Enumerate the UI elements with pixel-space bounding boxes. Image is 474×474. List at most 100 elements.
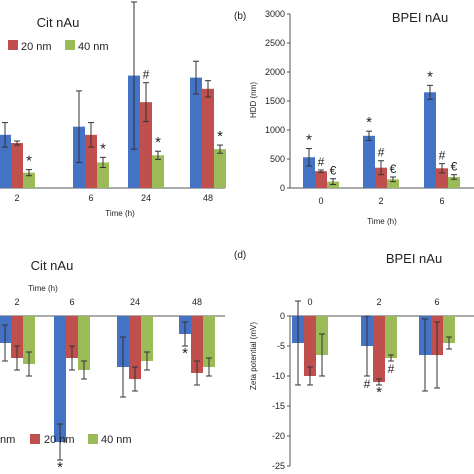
bar xyxy=(203,316,215,367)
legend-label: 40 nm xyxy=(78,41,109,53)
significance-marker: * xyxy=(427,68,433,85)
significance-marker: # xyxy=(318,155,325,169)
bar xyxy=(448,176,460,188)
y-tick-label: 2500 xyxy=(265,38,285,48)
significance-marker: # xyxy=(439,149,446,163)
chart-title: BPEI nAu xyxy=(386,251,442,266)
chart-panel-d: BPEI nAu (d) 0 -5 -10 -15 -20 -25 Zeta potential… xyxy=(234,250,474,471)
bar xyxy=(54,316,66,442)
bar xyxy=(23,172,35,188)
bar xyxy=(303,157,315,188)
significance-marker: # xyxy=(378,146,385,160)
x-tick-label: 6 xyxy=(69,297,74,307)
significance-marker: * xyxy=(306,132,312,149)
significance-marker: # xyxy=(364,377,371,391)
bar xyxy=(140,102,152,188)
bar xyxy=(385,316,397,358)
bar xyxy=(66,316,78,358)
significance-marker: € xyxy=(330,164,337,178)
significance-marker: # xyxy=(388,362,395,376)
y-tick-label: -20 xyxy=(272,431,285,441)
x-axis-label: Time (h) xyxy=(28,284,58,293)
legend-swatch xyxy=(88,434,98,444)
y-tick-label: -15 xyxy=(272,401,285,411)
bar xyxy=(443,316,455,343)
bar xyxy=(11,316,23,358)
y-tick-label: 0 xyxy=(280,183,285,193)
significance-marker: € xyxy=(451,160,458,174)
bar xyxy=(129,316,141,379)
x-tick-label: 0 xyxy=(307,297,312,307)
y-tick-label: 0 xyxy=(280,311,285,321)
chart-title: Cit nAu xyxy=(31,258,74,273)
bar xyxy=(373,316,385,382)
legend-label: 40 nm xyxy=(101,434,132,446)
x-tick-label: 6 xyxy=(88,193,93,203)
bar xyxy=(190,77,202,188)
chart-panel-b: BPEI nAu (b) 0 500 1000 1500 2000 2500 3000 HDD (… xyxy=(234,9,474,226)
significance-marker: * xyxy=(217,128,223,145)
bar xyxy=(202,88,214,188)
significance-marker: * xyxy=(155,134,161,151)
legend-swatch xyxy=(8,40,18,50)
significance-marker: * xyxy=(26,153,32,170)
bar xyxy=(424,92,436,188)
significance-marker: * xyxy=(376,384,382,401)
chart-title: BPEI nAu xyxy=(392,10,448,25)
significance-marker: * xyxy=(57,459,63,474)
y-tick-label: 500 xyxy=(270,154,285,164)
bar xyxy=(152,155,164,188)
x-tick-label: 48 xyxy=(203,193,213,203)
x-axis-label: Time (h) xyxy=(367,217,397,226)
chart-title: Cit nAu xyxy=(37,15,80,30)
bar xyxy=(191,316,203,373)
panel-letter: (d) xyxy=(234,250,246,261)
panel-letter: (b) xyxy=(234,11,246,22)
y-tick-label: 3000 xyxy=(265,9,285,19)
legend-label: 20 nm xyxy=(21,41,52,53)
x-tick-label: 48 xyxy=(192,297,202,307)
legend-label: 20 nm xyxy=(44,434,75,446)
bar xyxy=(97,162,109,188)
y-tick-label: 1500 xyxy=(265,96,285,106)
y-tick-label: -10 xyxy=(272,371,285,381)
x-axis-label: Time (h) xyxy=(105,209,135,218)
y-tick-label: 2000 xyxy=(265,67,285,77)
x-tick-label: 2 xyxy=(14,193,19,203)
legend-swatch xyxy=(30,434,40,444)
x-tick-label: 24 xyxy=(130,297,140,307)
x-tick-label: 2 xyxy=(376,297,381,307)
x-tick-label: 6 xyxy=(439,196,444,206)
y-tick-label: 1000 xyxy=(265,125,285,135)
x-tick-label: 2 xyxy=(378,196,383,206)
bar xyxy=(315,171,327,188)
significance-marker: # xyxy=(143,68,150,82)
y-axis-label: HDD (nm) xyxy=(249,82,258,118)
x-tick-label: 2 xyxy=(14,297,19,307)
chart-panel-a: Cit nAu 2 6 24 48 * * # * * Time (h) xyxy=(0,1,226,218)
x-tick-label: 6 xyxy=(434,297,439,307)
significance-marker: * xyxy=(182,345,188,362)
bar xyxy=(78,316,90,370)
y-axis-label: Zeta potential (mV) xyxy=(249,322,258,390)
bar xyxy=(11,143,23,188)
legend-a: 20 nm 40 nm xyxy=(8,40,109,53)
y-tick-label: -5 xyxy=(277,341,285,351)
bar xyxy=(363,135,375,188)
bar xyxy=(141,316,153,361)
x-tick-label: 24 xyxy=(141,193,151,203)
chart-panel-c: Cit nAu 2 6 24 48 * * Time (h) xyxy=(0,258,225,474)
bar xyxy=(387,179,399,188)
significance-marker: € xyxy=(390,162,397,176)
bar xyxy=(0,134,11,188)
legend-label: nm xyxy=(0,434,15,446)
bar xyxy=(375,167,387,188)
x-tick-label: 0 xyxy=(318,196,323,206)
significance-marker: * xyxy=(366,114,372,131)
bar xyxy=(304,316,316,376)
bar xyxy=(214,149,226,188)
y-tick-label: -25 xyxy=(272,461,285,471)
significance-marker: * xyxy=(100,140,106,157)
bar xyxy=(85,134,97,188)
